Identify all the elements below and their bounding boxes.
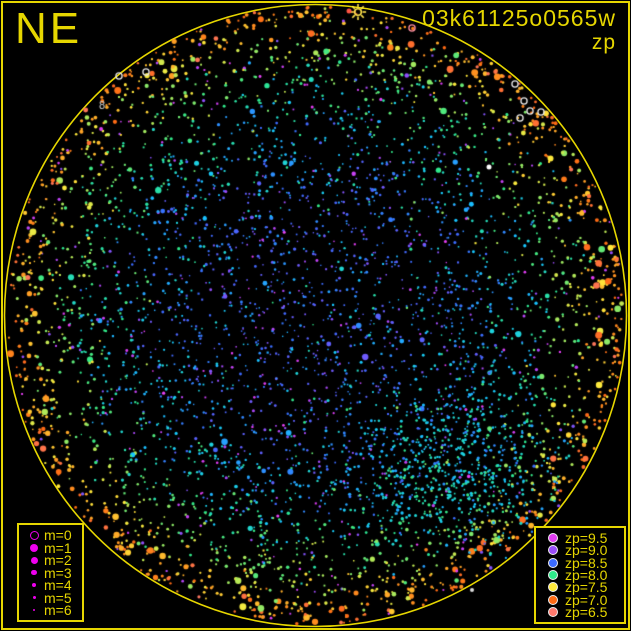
- legend-label: m=2: [44, 552, 72, 568]
- plot-subtitle: zp: [591, 31, 616, 54]
- legend-label: m=6: [44, 602, 72, 618]
- legend-label: m=3: [44, 564, 72, 581]
- star-marker-icon: [32, 596, 36, 599]
- zp-color-marker-icon: [548, 582, 558, 593]
- legend-label: zp=9.0: [565, 542, 608, 559]
- plot-title: 03k61125o0565w: [422, 5, 616, 31]
- legend-label: zp=9.5: [565, 530, 608, 546]
- zp-legend: zp=9.5 zp=9.0 zp=8.5 zp=8.0 zp=7.5 zp=7.0 zp=6…: [534, 526, 626, 624]
- legend-row: zp=9.0: [541, 542, 622, 559]
- orientation-label: NE: [15, 4, 83, 53]
- zp-color-marker-icon: [548, 533, 558, 543]
- legend-label: zp=8.5: [565, 554, 608, 571]
- legend-row: m=6: [24, 602, 80, 618]
- legend-row: m=1: [24, 539, 80, 556]
- legend-row: zp=8.0: [541, 566, 622, 583]
- legend-label: m=4: [44, 577, 72, 593]
- legend-label: zp=7.5: [565, 579, 608, 596]
- legend-label: m=5: [44, 589, 72, 606]
- legend-row: zp=9.5: [541, 530, 622, 546]
- zp-color-marker-icon: [548, 569, 558, 580]
- legend-row: m=4: [24, 577, 80, 593]
- zp-color-marker-icon: [548, 557, 558, 568]
- star-marker-icon: [33, 609, 35, 611]
- legend-row: m=5: [24, 589, 80, 606]
- zp-color-marker-icon: [548, 594, 558, 605]
- legend-row: zp=7.0: [541, 591, 622, 608]
- legend-row: zp=8.5: [541, 554, 622, 571]
- legend-label: zp=7.0: [565, 591, 608, 608]
- legend-label: zp=8.0: [565, 566, 608, 583]
- star-marker-icon: [31, 582, 37, 588]
- legend-row: m=3: [24, 564, 80, 581]
- open-star-marker-icon: [29, 530, 39, 540]
- star-marker-icon: [31, 569, 37, 576]
- zp-color-marker-icon: [548, 606, 558, 617]
- legend-row: m=0: [24, 527, 80, 543]
- star-marker-icon: [30, 543, 38, 552]
- star-marker-icon: [30, 556, 38, 564]
- legend-row: zp=7.5: [541, 579, 622, 596]
- legend-row: zp=6.5: [541, 603, 622, 620]
- magnitude-legend: m=0 m=1 m=2 m=3 m=4 m=5 m=6: [17, 523, 84, 622]
- legend-label: m=1: [44, 539, 72, 556]
- zp-color-marker-icon: [548, 545, 558, 556]
- legend-label: m=0: [44, 527, 72, 543]
- legend-row: m=2: [24, 552, 80, 568]
- legend-label: zp=6.5: [565, 603, 608, 620]
